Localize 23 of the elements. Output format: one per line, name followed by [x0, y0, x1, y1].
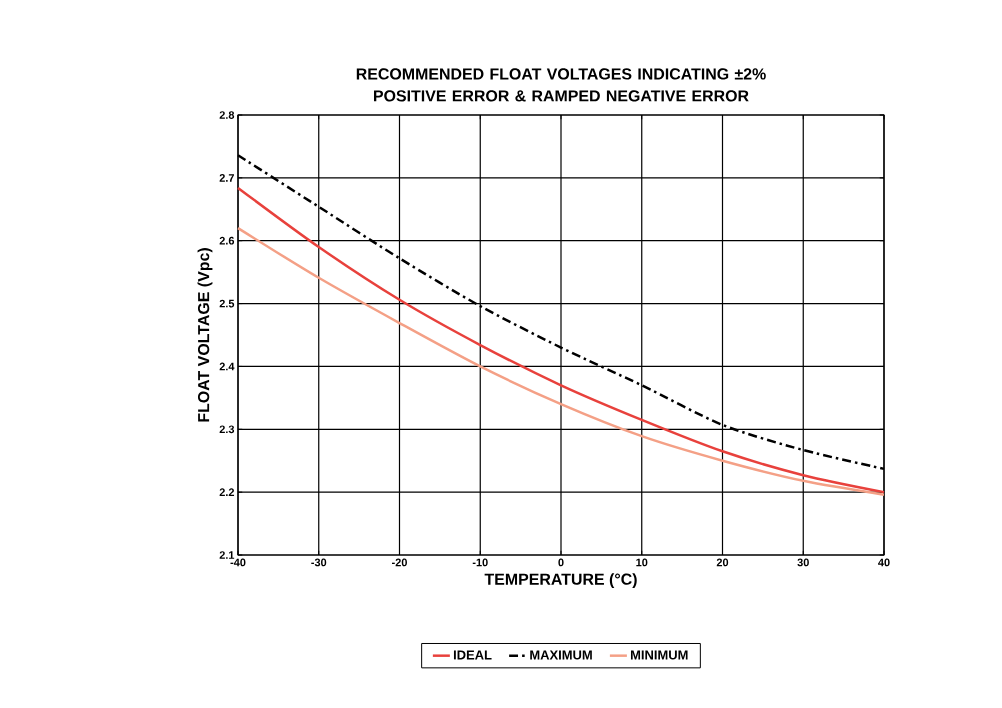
y-axis-title: FLOAT VOLTAGE (Vpc) — [197, 248, 213, 422]
x-axis-title: TEMPERATURE (°C) — [484, 573, 637, 588]
x-tick-label: 10 — [636, 558, 648, 567]
y-tick-label: 2.6 — [219, 236, 235, 245]
x-tick-label: 30 — [797, 558, 809, 567]
x-tick-label: 0 — [558, 558, 564, 567]
legend-label: IDEAL — [453, 650, 492, 660]
y-tick-label: 2.8 — [219, 111, 235, 119]
y-tick-label: 2.1 — [219, 551, 235, 559]
y-tick-label: 2.7 — [219, 174, 234, 182]
chart-title: RECOMMENDED FLOAT VOLTAGES INDICATING ±2% POSITIVE ERROR & RAMPED NEGATIVE ERROR — [356, 68, 766, 102]
y-tick-label: 2.3 — [219, 425, 235, 434]
legend-label: MINIMUM — [630, 650, 688, 660]
x-tick-label: -40 — [230, 558, 246, 567]
x-tick-label: -10 — [472, 558, 488, 567]
x-tick-label: 40 — [878, 558, 890, 567]
x-tick-label: 20 — [716, 558, 729, 567]
x-tick-label: -30 — [311, 558, 327, 567]
x-tick-label: -20 — [392, 558, 407, 567]
y-tick-label: 2.2 — [219, 488, 235, 496]
y-tick-label: 2.5 — [219, 299, 235, 308]
legend-label: MAXIMUM — [530, 650, 592, 660]
y-tick-label: 2.4 — [219, 362, 235, 371]
